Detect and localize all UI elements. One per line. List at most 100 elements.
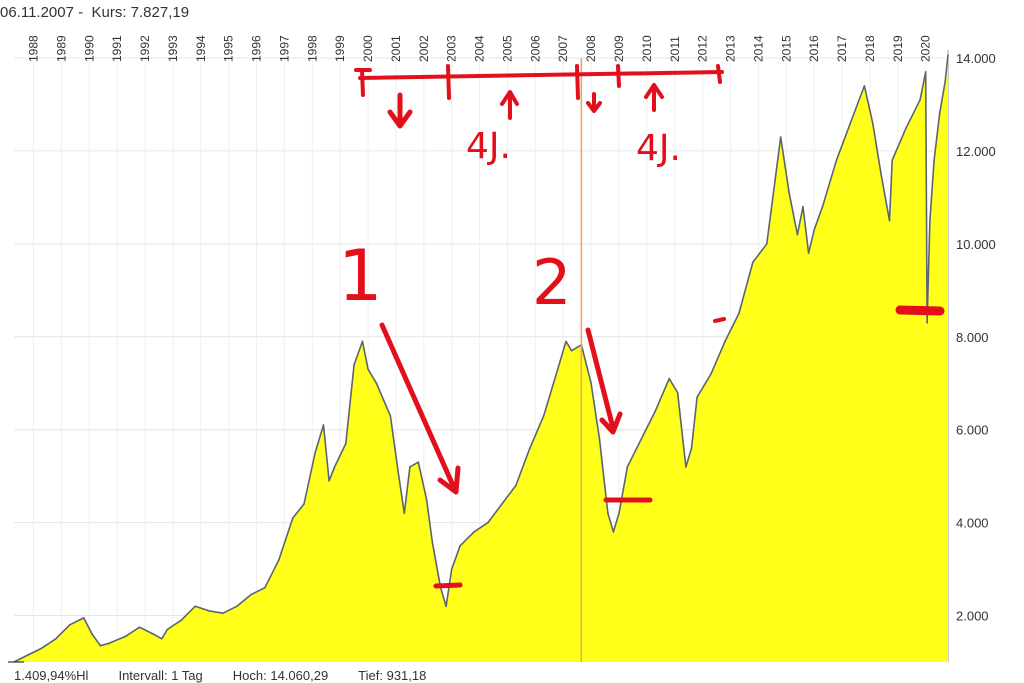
x-tick-label: 1989 — [54, 35, 68, 62]
y-tick-label: 8.000 — [956, 330, 989, 345]
data-point — [598, 438, 601, 440]
x-tick-label: 2017 — [835, 35, 849, 62]
footer-high: Hoch: 14.060,29 — [232, 668, 329, 683]
x-tick-label: 1988 — [27, 35, 41, 62]
data-point — [328, 480, 330, 482]
data-point — [821, 205, 824, 208]
data-point — [929, 219, 931, 222]
low-marker — [433, 582, 463, 589]
data-point — [515, 484, 517, 487]
data-point — [450, 568, 453, 570]
data-point — [863, 85, 866, 87]
x-tick-label: 2014 — [751, 35, 765, 62]
y-tick-label: 12.000 — [956, 144, 996, 159]
data-point — [724, 340, 726, 343]
footer-interval: Intervall: 1 Tag — [118, 668, 203, 683]
x-tick-label: 2004 — [473, 35, 487, 62]
header-date: 06.11.2007 — [0, 4, 74, 21]
x-tick-label: 2010 — [640, 35, 654, 62]
data-point — [849, 122, 852, 124]
x-tick-label: 2016 — [807, 35, 821, 62]
data-point — [947, 54, 949, 56]
data-point — [41, 647, 43, 649]
data-point — [590, 382, 592, 385]
x-tick-label: 2013 — [724, 35, 738, 62]
data-point — [891, 159, 893, 161]
data-point — [618, 512, 620, 515]
data-point — [124, 635, 127, 638]
data-point — [314, 452, 316, 454]
timeline-tick — [716, 64, 722, 84]
data-point — [108, 642, 110, 645]
data-point — [161, 638, 163, 640]
header-price-value: 7.827,19 — [130, 4, 190, 21]
data-point — [807, 252, 810, 254]
timeline-tick — [446, 64, 451, 100]
data-point — [796, 233, 799, 236]
data-point — [375, 382, 378, 385]
data-point — [236, 605, 238, 607]
y-tick-label: 2.000 — [956, 609, 989, 624]
data-point — [398, 475, 400, 478]
x-tick-label: 1995 — [222, 35, 236, 62]
x-tick-label: 2011 — [668, 36, 682, 62]
data-point — [626, 466, 629, 468]
data-point — [194, 605, 196, 607]
data-point — [654, 410, 657, 412]
x-tick-label: 2020 — [919, 35, 933, 62]
level-marker — [713, 317, 726, 323]
x-tick-label: 2006 — [528, 35, 542, 62]
x-tick-label: 2007 — [556, 35, 570, 62]
x-tick-label: 1999 — [333, 35, 347, 62]
header-price-label: Kurs: — [91, 4, 127, 21]
timeline-tick — [575, 64, 580, 100]
x-tick-label: 2002 — [417, 35, 431, 62]
data-point — [766, 243, 768, 245]
x-tick-label: 1996 — [250, 35, 264, 62]
data-point — [570, 349, 573, 352]
data-point — [322, 424, 325, 426]
data-point — [152, 633, 155, 635]
y-axis-ticks: 2.000 4.000 6.000 8.000 10.000 12.000 14.000 — [956, 51, 996, 624]
data-point — [138, 626, 141, 628]
x-axis-ticks: 1988 1989 1990 1991 1992 1993 1994 1995 1996 1997… — [27, 35, 933, 62]
price-area-fill — [14, 55, 948, 662]
data-point — [668, 377, 670, 380]
x-tick-label: 1997 — [277, 35, 291, 62]
annotation-crash-2: 2 — [532, 246, 571, 319]
data-point — [303, 503, 305, 505]
x-tick-label: 1993 — [166, 35, 180, 62]
x-tick-label: 2019 — [891, 35, 905, 62]
data-point — [944, 80, 946, 82]
hand-annotations: 4J. 4J. 1 2 — [338, 64, 945, 589]
x-tick-label: 2005 — [500, 35, 514, 62]
timeline-bracket — [358, 70, 724, 80]
data-point — [905, 126, 907, 129]
data-point — [345, 442, 347, 445]
data-point — [473, 531, 475, 533]
x-tick-label: 1991 — [110, 35, 124, 62]
y-tick-label: 14.000 — [956, 51, 996, 66]
timeline-tick — [616, 64, 621, 88]
data-point — [888, 219, 891, 222]
data-point — [409, 466, 411, 468]
data-point — [27, 654, 29, 656]
footer-low: Tief: 931,18 — [358, 668, 427, 683]
y-tick-label: 6.000 — [956, 423, 989, 438]
data-point — [802, 205, 804, 208]
data-point — [425, 498, 428, 501]
data-point — [676, 391, 679, 394]
data-point — [222, 612, 224, 614]
footer-performance: 1.409,94%Hl — [14, 668, 89, 683]
price-header: 06.11.2007 - Kurs: 7.827,19 — [0, 4, 189, 21]
data-point — [607, 512, 609, 515]
data-point — [264, 586, 266, 589]
data-point — [459, 545, 461, 547]
data-point — [445, 605, 447, 607]
x-tick-label: 1990 — [82, 35, 96, 62]
data-point — [250, 593, 252, 596]
data-point — [919, 99, 921, 101]
data-point — [779, 136, 782, 138]
x-tick-label: 2015 — [779, 35, 793, 62]
